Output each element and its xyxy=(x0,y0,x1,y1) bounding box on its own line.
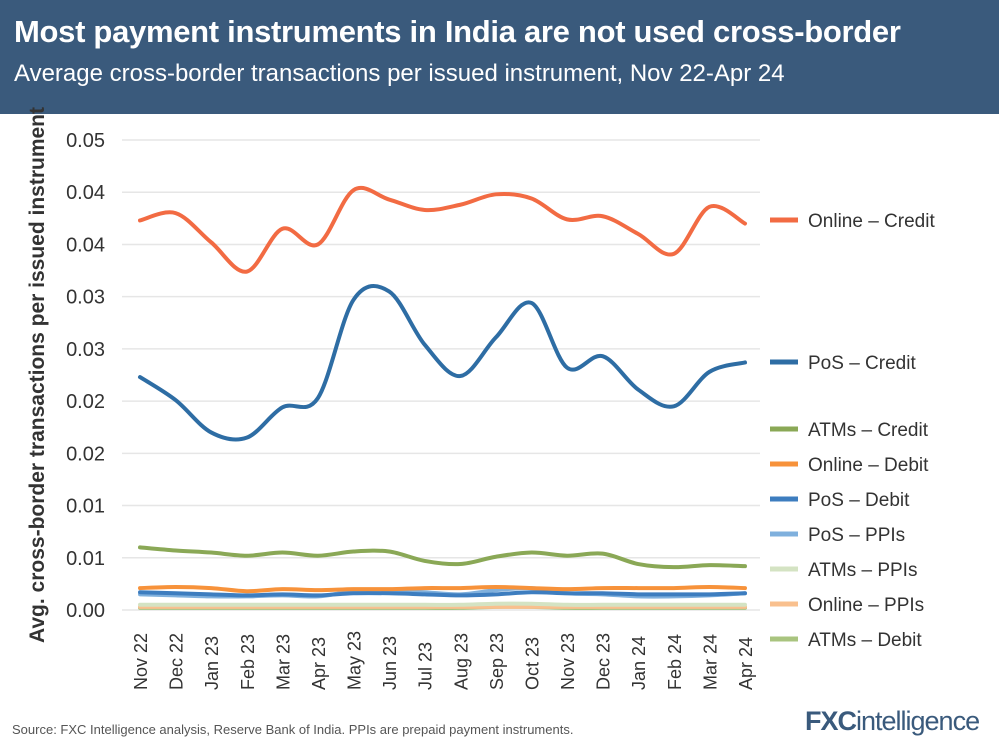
x-tick-label: Jun 23 xyxy=(380,636,400,690)
series-line-pos-debit xyxy=(138,590,747,598)
x-tick-label: Apr 23 xyxy=(309,637,329,690)
x-tick-label: Feb 23 xyxy=(238,634,258,690)
series-line-online-debit xyxy=(138,585,747,594)
x-tick-label: Nov 22 xyxy=(131,633,151,690)
x-tick-label: Mar 23 xyxy=(273,634,293,690)
series-line-atms-credit xyxy=(138,545,747,570)
header: Most payment instruments in India are no… xyxy=(0,0,999,114)
y-tick-label: 0.02 xyxy=(66,443,105,465)
x-tick-label: Jan 23 xyxy=(202,636,222,690)
x-tick-label: Mar 24 xyxy=(700,634,720,690)
chart-subtitle: Average cross-border transactions per is… xyxy=(14,60,785,87)
x-tick-label: May 23 xyxy=(345,631,365,690)
fxc-intelligence-logo: FXCintelligence xyxy=(805,706,980,736)
x-tick-label: Aug 23 xyxy=(451,633,471,690)
x-tick-label: Dec 22 xyxy=(167,633,187,690)
y-axis-label: Avg. cross-border transactions per issue… xyxy=(26,107,49,643)
legend-label: Online – Debit xyxy=(808,455,929,476)
legend-label: ATMs – Credit xyxy=(808,420,929,441)
x-tick-label: Sep 23 xyxy=(487,633,507,690)
x-tick-label: Nov 23 xyxy=(558,633,578,690)
legend-label: Online – PPIs xyxy=(808,595,924,616)
x-tick-label: Jan 24 xyxy=(629,636,649,690)
chart-title: Most payment instruments in India are no… xyxy=(14,14,901,49)
y-tick-label: 0.05 xyxy=(66,130,105,152)
y-tick-label: 0.03 xyxy=(66,287,105,309)
y-tick-label: 0.01 xyxy=(66,496,105,518)
series-line-online-credit xyxy=(138,185,747,274)
x-tick-label: Oct 23 xyxy=(522,637,542,690)
x-tick-label: Jul 23 xyxy=(416,642,436,690)
y-tick-label: 0.03 xyxy=(66,339,105,361)
series-line-atms-ppis xyxy=(138,601,747,607)
x-tick-label: Apr 24 xyxy=(736,637,756,690)
legend-label: ATMs – Debit xyxy=(808,630,922,651)
x-tick-label: Feb 24 xyxy=(665,634,685,690)
series-line-pos-credit xyxy=(138,284,747,442)
legend-label: PoS – Debit xyxy=(808,490,910,511)
y-tick-label: 0.01 xyxy=(66,548,105,570)
y-tick-label: 0.00 xyxy=(66,600,105,622)
source-note: Source: FXC Intelligence analysis, Reser… xyxy=(12,722,574,737)
legend-label: PoS – PPIs xyxy=(808,525,905,546)
legend-label: ATMs – PPIs xyxy=(808,560,917,581)
y-tick-label: 0.04 xyxy=(66,234,105,256)
legend-label: PoS – Credit xyxy=(808,353,916,374)
y-tick-label: 0.02 xyxy=(66,391,105,413)
legend-label: Online – Credit xyxy=(808,211,935,232)
y-tick-label: 0.04 xyxy=(66,182,105,204)
x-tick-label: Dec 23 xyxy=(594,633,614,690)
